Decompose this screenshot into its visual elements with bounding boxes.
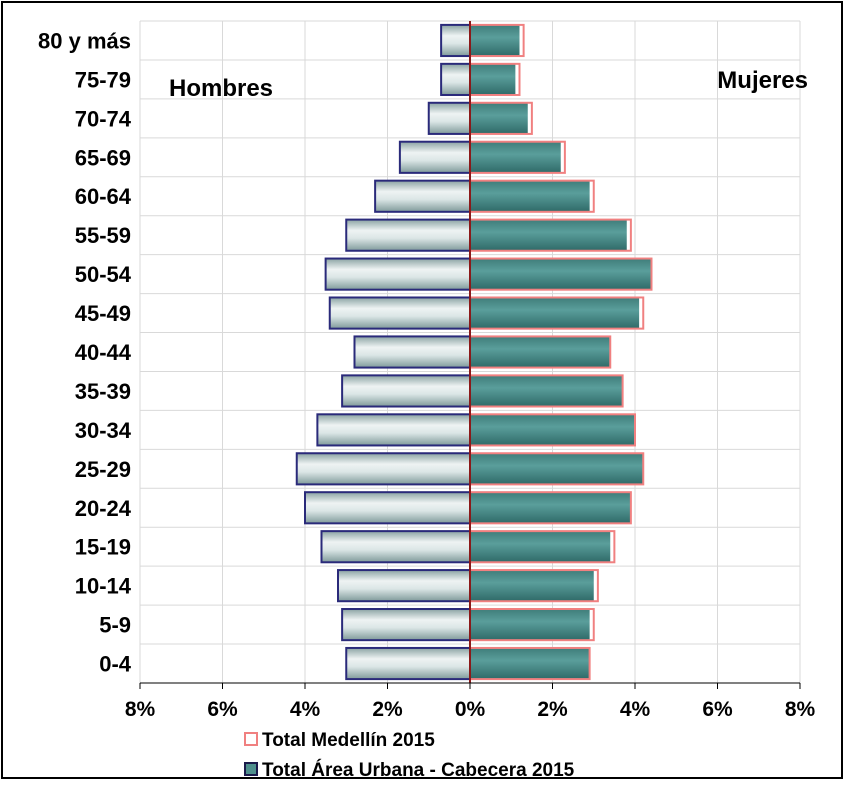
bar-hombres-80 y más xyxy=(440,23,471,58)
x-tick-label: 2% xyxy=(537,698,568,721)
category-label: 55-59 xyxy=(75,223,131,248)
bar-hombres-15-19 xyxy=(320,530,471,564)
x-tick-label: 2% xyxy=(372,698,403,721)
bar-mujeres-urbana-0-4 xyxy=(470,647,590,680)
legend-label-medellin: Total Medellín 2015 xyxy=(262,730,435,751)
category-label: 30-34 xyxy=(75,418,132,443)
bar-hombres-50-54 xyxy=(324,257,471,291)
bar-mujeres-urbana-40-44 xyxy=(470,336,611,368)
x-tick-label: 0% xyxy=(455,698,486,721)
annotation-hombres: Hombres xyxy=(169,75,273,102)
x-tick-label: 6% xyxy=(702,698,733,721)
category-label: 65-69 xyxy=(75,145,131,170)
bar-hombres-70-74 xyxy=(427,101,471,135)
category-label: 25-29 xyxy=(75,457,131,482)
legend-swatch-medellin xyxy=(244,732,258,746)
x-tick-label: 8% xyxy=(125,698,156,721)
category-label: 70-74 xyxy=(75,106,132,131)
bar-mujeres-urbana-80 y más xyxy=(470,24,520,57)
bar-mujeres-urbana-25-29 xyxy=(470,453,644,485)
category-label: 45-49 xyxy=(75,301,131,326)
bar-hombres-0-4 xyxy=(345,646,471,681)
legend-swatch-urbana xyxy=(244,762,258,776)
bar-hombres-10-14 xyxy=(337,569,471,603)
bar-mujeres-urbana-30-34 xyxy=(470,414,635,446)
bar-hombres-40-44 xyxy=(353,335,471,369)
bar-hombres-75-79 xyxy=(440,62,471,96)
category-label: 80 y más xyxy=(38,28,131,53)
annotation-mujeres: Mujeres xyxy=(717,67,808,94)
category-label: 40-44 xyxy=(75,340,132,365)
category-label: 75-79 xyxy=(75,67,131,92)
x-tick-label: 8% xyxy=(785,698,816,721)
bar-mujeres-urbana-10-14 xyxy=(470,570,594,602)
bar-hombres-55-59 xyxy=(345,218,471,252)
bar-mujeres-urbana-60-64 xyxy=(470,180,590,212)
category-label: 50-54 xyxy=(75,262,132,287)
category-label: 60-64 xyxy=(75,184,132,209)
bar-hombres-35-39 xyxy=(341,374,471,408)
bar-mujeres-urbana-15-19 xyxy=(470,531,611,563)
population-pyramid-chart: 0-4 5-9 10-14 15-19 20-24 25-29 30-34 35-39 40-4… xyxy=(38,20,815,781)
labels-group: 0-4 5-9 10-14 15-19 20-24 25-29 30-34 35-39 40-4… xyxy=(38,28,815,721)
category-label: 10-14 xyxy=(75,574,132,599)
x-tick-label: 6% xyxy=(207,698,238,721)
category-label: 15-19 xyxy=(75,535,131,560)
bars-group xyxy=(295,23,653,681)
bar-hombres-65-69 xyxy=(398,140,471,174)
category-label: 35-39 xyxy=(75,379,131,404)
axis-group xyxy=(139,21,801,689)
bar-mujeres-urbana-5-9 xyxy=(470,609,590,641)
bar-mujeres-urbana-20-24 xyxy=(470,492,631,524)
bar-hombres-45-49 xyxy=(328,296,471,330)
bar-mujeres-urbana-70-74 xyxy=(470,102,528,134)
bar-mujeres-urbana-35-39 xyxy=(470,375,623,407)
x-tick-label: 4% xyxy=(290,698,321,721)
bar-hombres-20-24 xyxy=(304,491,471,525)
legend-label-urbana: Total Área Urbana - Cabecera 2015 xyxy=(262,759,575,781)
bar-hombres-5-9 xyxy=(341,608,471,642)
category-label: 0-4 xyxy=(99,652,132,677)
bar-hombres-25-29 xyxy=(295,452,471,486)
legend: Total Medellín 2015 Total Área Urbana - C… xyxy=(244,730,575,781)
bar-mujeres-urbana-50-54 xyxy=(470,258,652,290)
bar-hombres-30-34 xyxy=(316,413,471,447)
category-label: 5-9 xyxy=(99,613,131,638)
bar-mujeres-urbana-75-79 xyxy=(470,63,516,95)
bar-hombres-60-64 xyxy=(374,179,471,213)
x-tick-label: 4% xyxy=(620,698,651,721)
category-label: 20-24 xyxy=(75,496,132,521)
bar-mujeres-urbana-45-49 xyxy=(470,297,640,329)
bar-mujeres-urbana-55-59 xyxy=(470,219,627,251)
bar-mujeres-urbana-65-69 xyxy=(470,141,561,173)
